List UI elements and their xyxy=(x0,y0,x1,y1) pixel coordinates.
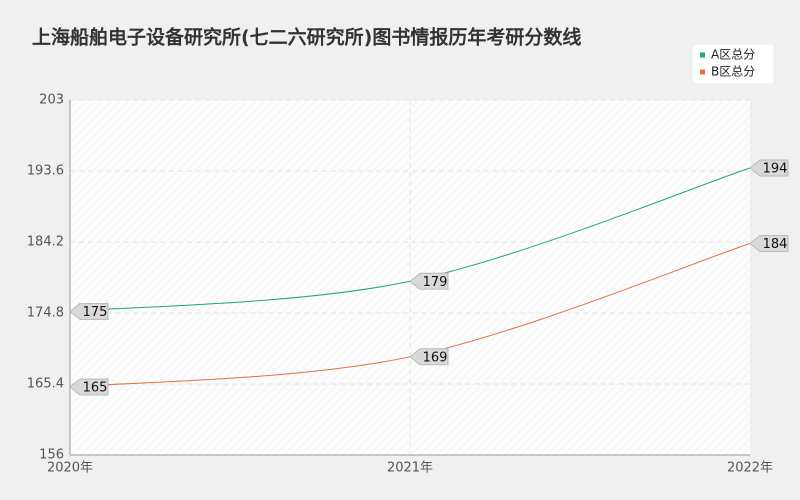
x-tick-label: 2020年 xyxy=(47,461,93,476)
legend-box xyxy=(691,43,775,85)
data-label: 165 xyxy=(69,378,109,396)
label-tag xyxy=(749,159,789,177)
x-tick-label: 2022年 xyxy=(727,461,773,476)
y-tick-label: 203 xyxy=(39,93,64,108)
y-tick-label: 174.8 xyxy=(27,306,64,321)
y-tick-label: 184.2 xyxy=(27,235,64,250)
chart-title: 上海船舶电子设备研究所(七二六研究所)图书情报历年考研分数线 xyxy=(32,26,581,49)
data-label-text: 194 xyxy=(763,161,788,176)
data-label-text: 165 xyxy=(83,381,108,396)
label-tag xyxy=(69,378,109,396)
data-label-text: 169 xyxy=(423,350,448,365)
label-tag xyxy=(69,302,109,320)
legend: A区总分 B区总分 xyxy=(691,43,775,85)
y-tick-label: 156 xyxy=(39,448,64,463)
legend-swatch xyxy=(700,52,705,58)
legend-label: B区总分 xyxy=(711,65,755,79)
y-tick-label: 193.6 xyxy=(27,164,64,179)
data-label: 175 xyxy=(69,302,109,320)
x-tick-label: 2021年 xyxy=(387,461,433,476)
data-label-text: 179 xyxy=(423,275,448,290)
data-label-text: 175 xyxy=(83,305,108,320)
plot-area xyxy=(70,100,750,455)
data-label: 184 xyxy=(749,235,789,253)
data-label: 169 xyxy=(409,348,449,366)
label-tag xyxy=(409,272,449,290)
data-label: 179 xyxy=(409,272,449,290)
legend-label: A区总分 xyxy=(711,48,755,62)
legend-swatch xyxy=(700,69,705,75)
data-label: 194 xyxy=(749,159,789,177)
label-tag xyxy=(409,348,449,366)
y-tick-label: 165.4 xyxy=(27,377,64,392)
label-tag xyxy=(749,235,789,253)
data-label-text: 184 xyxy=(763,237,788,252)
